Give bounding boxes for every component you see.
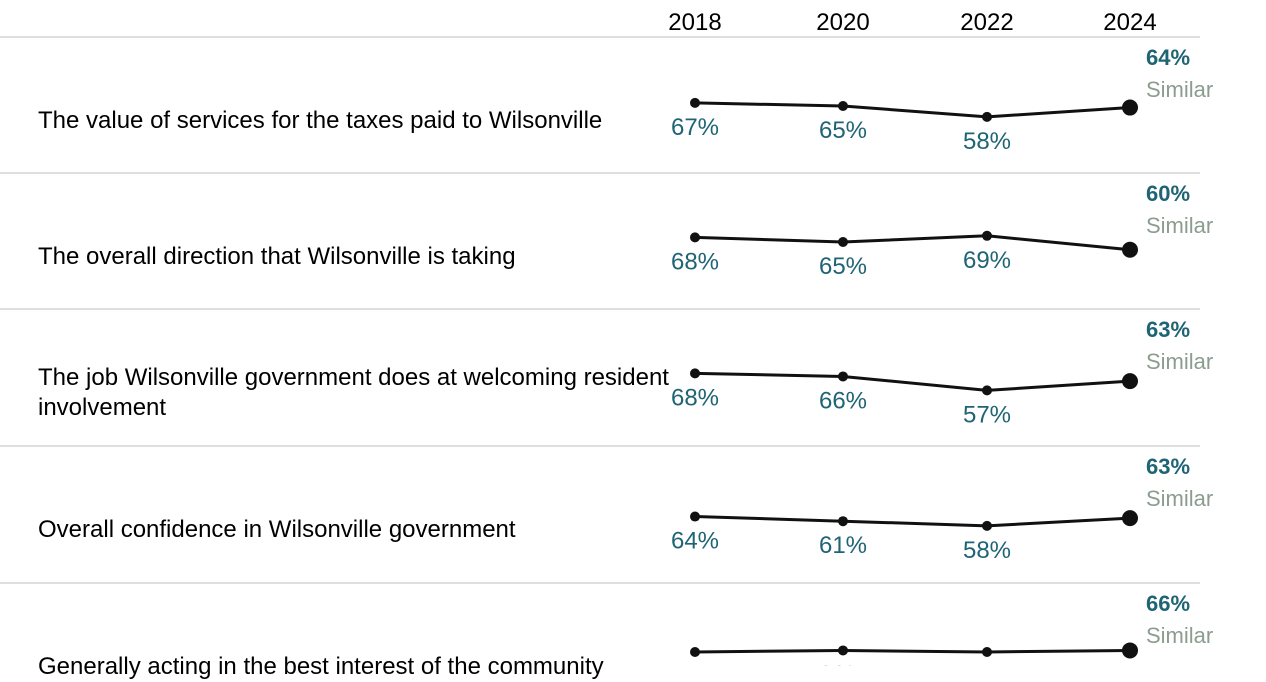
data-label: 57% xyxy=(963,401,1011,428)
trend-chart: 2018 2020 2022 2024 67% 65% 58% 64% Similar 68% 65… xyxy=(0,9,1213,682)
series-line xyxy=(694,101,1131,119)
data-label: 69% xyxy=(963,247,1011,274)
comparison-label: Similar xyxy=(1146,623,1213,648)
comparison-label: Similar xyxy=(1146,213,1213,238)
data-point xyxy=(982,647,992,657)
data-point xyxy=(690,647,700,657)
x-tick-label-2024: 2024 xyxy=(1103,9,1156,36)
data-point xyxy=(838,237,848,247)
series-line xyxy=(694,234,1131,252)
series-line xyxy=(694,515,1131,528)
series-line xyxy=(694,371,1131,392)
data-point xyxy=(838,645,848,656)
row-label: The overall direction that Wilsonville i… xyxy=(38,243,516,270)
x-tick-label-2022: 2022 xyxy=(960,9,1013,36)
comparison-label: Similar xyxy=(1146,349,1213,374)
row-label: Generally acting in the best interest of… xyxy=(38,653,604,680)
data-point xyxy=(690,97,700,108)
data-label: 61% xyxy=(819,532,867,559)
data-point-latest xyxy=(1122,510,1138,527)
data-label-latest: 64% xyxy=(1146,45,1190,70)
data-point xyxy=(982,385,992,396)
data-label: 68% xyxy=(671,248,719,275)
data-label: 67% xyxy=(671,114,719,141)
data-label: 65% xyxy=(819,253,867,280)
data-label: 68% xyxy=(671,384,719,411)
row-label: Overall confidence in Wilsonville govern… xyxy=(38,516,516,543)
data-point xyxy=(838,516,848,527)
data-label-latest: 63% xyxy=(1146,454,1190,479)
data-point-latest xyxy=(1122,99,1138,116)
data-label-latest: 60% xyxy=(1146,181,1190,206)
data-point xyxy=(838,101,848,111)
data-point xyxy=(690,368,700,379)
data-point xyxy=(982,520,992,531)
data-point xyxy=(690,511,700,522)
data-label-latest: 63% xyxy=(1146,317,1190,342)
trend-chart-svg: 2018 2020 2022 2024 67% 65% 58% 64% Similar 68% 65… xyxy=(0,9,1213,682)
data-label: 58% xyxy=(963,128,1011,155)
data-point-latest xyxy=(1122,373,1138,390)
row-label: The job Wilsonville government does at w… xyxy=(38,364,669,421)
data-point-latest xyxy=(1122,241,1138,258)
comparison-label: Similar xyxy=(1146,486,1213,511)
data-label: 66% xyxy=(819,387,867,414)
data-point xyxy=(838,371,848,382)
series-line xyxy=(694,648,1131,654)
data-label: 65% xyxy=(819,117,867,144)
x-tick-label-2020: 2020 xyxy=(816,9,869,36)
data-label: 58% xyxy=(963,537,1011,564)
data-point xyxy=(982,230,992,241)
data-point-latest xyxy=(1122,642,1138,659)
data-label-latest: 66% xyxy=(1146,591,1190,616)
data-point xyxy=(690,232,700,243)
data-point xyxy=(982,111,992,122)
row-label: The value of services for the taxes paid… xyxy=(38,107,603,134)
data-label: 64% xyxy=(671,528,719,555)
x-tick-label-2018: 2018 xyxy=(668,9,721,36)
data-label: 66% xyxy=(819,661,867,666)
comparison-label: Similar xyxy=(1146,77,1213,102)
